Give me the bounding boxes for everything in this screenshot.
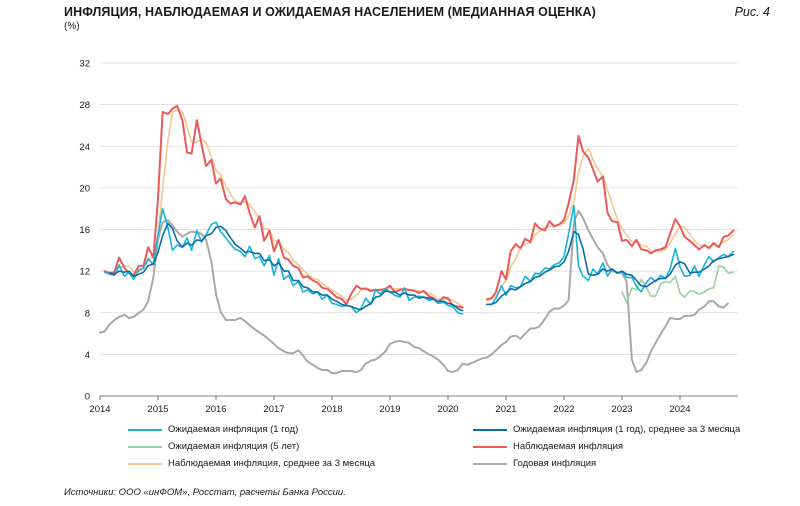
y-tick-label: 28 bbox=[79, 100, 90, 111]
series-line-3 bbox=[103, 104, 735, 309]
x-tick-label: 2017 bbox=[263, 404, 284, 415]
legend-item-observed-avg: Наблюдаемая инфляция, среднее за 3 месяц… bbox=[128, 458, 375, 469]
legend-swatch bbox=[473, 445, 507, 448]
legend-swatch bbox=[128, 428, 162, 431]
series-line-5 bbox=[99, 209, 730, 375]
x-tick-label: 2018 bbox=[321, 404, 342, 415]
legend-label: Ожидаемая инфляция (1 год) bbox=[168, 424, 299, 435]
legend-label: Ожидаемая инфляция (5 лет) bbox=[168, 441, 300, 452]
legend: Ожидаемая инфляция (1 год) Ожидаемая инф… bbox=[128, 424, 768, 474]
legend-label: Наблюдаемая инфляция, среднее за 3 месяц… bbox=[168, 458, 376, 469]
x-tick-label: 2016 bbox=[205, 404, 226, 415]
y-tick-label: 16 bbox=[79, 225, 90, 236]
legend-item-expected-5y: Ожидаемая инфляция (5 лет) bbox=[128, 441, 299, 452]
legend-swatch bbox=[128, 462, 162, 465]
series-line-4 bbox=[109, 109, 735, 308]
y-tick-label: 24 bbox=[79, 142, 90, 153]
figure-label: Рис. 4 bbox=[734, 5, 770, 19]
y-tick-label: 8 bbox=[85, 308, 90, 319]
series-line-1 bbox=[109, 222, 735, 312]
x-tick-label: 2021 bbox=[495, 404, 516, 415]
chart-title: ИНФЛЯЦИЯ, НАБЛЮДАЕМАЯ И ОЖИДАЕМАЯ НАСЕЛЕ… bbox=[64, 5, 596, 19]
legend-label: Наблюдаемая инфляция bbox=[513, 441, 624, 452]
legend-swatch bbox=[473, 462, 507, 465]
y-tick-label: 32 bbox=[79, 59, 90, 70]
series-line-2 bbox=[621, 265, 735, 304]
x-tick-label: 2014 bbox=[89, 404, 110, 415]
legend-label: Ожидаемая инфляция (1 год), среднее за 3… bbox=[513, 424, 741, 435]
x-tick-label: 2020 bbox=[437, 404, 458, 415]
legend-item-expected-1y: Ожидаемая инфляция (1 год) bbox=[128, 424, 298, 435]
legend-item-annual: Годовая инфляция bbox=[473, 458, 596, 469]
y-tick-label: 4 bbox=[85, 350, 90, 361]
x-tick-label: 2024 bbox=[669, 404, 690, 415]
y-tick-label: 0 bbox=[85, 392, 90, 403]
legend-swatch bbox=[473, 428, 507, 431]
y-tick-label: 20 bbox=[79, 183, 90, 194]
y-tick-label: 12 bbox=[79, 267, 90, 278]
legend-label: Годовая инфляция bbox=[513, 458, 597, 469]
legend-item-observed: Наблюдаемая инфляция bbox=[473, 441, 623, 452]
legend-swatch bbox=[128, 445, 162, 448]
series-line-0 bbox=[103, 204, 735, 315]
legend-item-expected-1y-avg: Ожидаемая инфляция (1 год), среднее за 3… bbox=[473, 424, 740, 435]
x-tick-label: 2019 bbox=[379, 404, 400, 415]
source-note: Источники: ООО «инФОМ», Росстат, расчеты… bbox=[64, 487, 346, 498]
x-tick-label: 2022 bbox=[553, 404, 574, 415]
x-tick-label: 2015 bbox=[147, 404, 168, 415]
unit-label: (%) bbox=[64, 21, 80, 32]
x-tick-label: 2023 bbox=[611, 404, 632, 415]
